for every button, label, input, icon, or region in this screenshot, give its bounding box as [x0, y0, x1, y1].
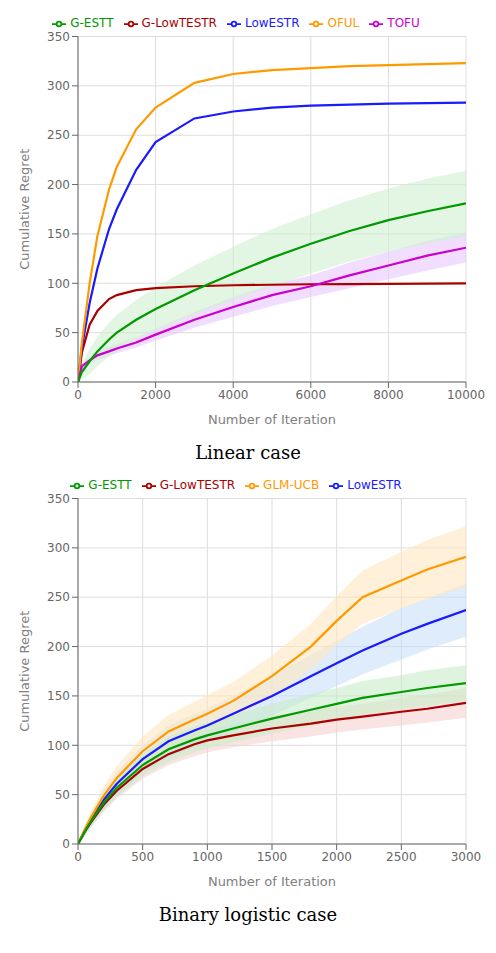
- html-text:LowESTR: LowESTR: [347, 478, 402, 492]
- svg-text:350: 350: [47, 492, 70, 506]
- svg-text:500: 500: [131, 850, 154, 864]
- svg-text:Number of Iteration: Number of Iteration: [208, 874, 336, 889]
- html-text:G-LowTESTR: G-LowTESTR: [141, 16, 217, 30]
- svg-text:0: 0: [62, 375, 70, 389]
- svg-text:6000: 6000: [296, 388, 327, 402]
- svg-text:150: 150: [47, 227, 70, 241]
- svg-text:50: 50: [55, 788, 70, 802]
- svg-text:200: 200: [47, 178, 70, 192]
- html-text:OFUL: OFUL: [327, 16, 360, 30]
- svg-text:300: 300: [47, 541, 70, 555]
- svg-text:8000: 8000: [373, 388, 404, 402]
- svg-text:10000: 10000: [447, 388, 485, 402]
- svg-text:50: 50: [55, 326, 70, 340]
- html-text:Binary logistic case: Binary logistic case: [158, 904, 338, 925]
- svg-text:0: 0: [74, 388, 82, 402]
- svg-text:100: 100: [47, 277, 70, 291]
- svg-text:2000: 2000: [140, 388, 171, 402]
- svg-text:3000: 3000: [451, 850, 482, 864]
- svg-text:2500: 2500: [386, 850, 417, 864]
- html-text:GLM-UCB: GLM-UCB: [263, 478, 320, 492]
- html-text:G-LowTESTR: G-LowTESTR: [159, 478, 236, 492]
- html-text:TOFU: TOFU: [387, 16, 420, 30]
- svg-text:350: 350: [47, 30, 70, 44]
- html-text:G-ESTT: G-ESTT: [88, 478, 132, 492]
- svg-text:2000: 2000: [321, 850, 352, 864]
- html-text:G-ESTT: G-ESTT: [70, 16, 114, 30]
- svg-text:0: 0: [62, 837, 70, 851]
- svg-text:Number of Iteration: Number of Iteration: [208, 412, 336, 427]
- svg-text:200: 200: [47, 640, 70, 654]
- svg-text:1000: 1000: [192, 850, 223, 864]
- svg-text:Cumulative Regret: Cumulative Regret: [17, 149, 32, 270]
- svg-text:100: 100: [47, 739, 70, 753]
- html-text:LowESTR: LowESTR: [245, 16, 300, 30]
- svg-text:250: 250: [47, 128, 70, 142]
- svg-text:250: 250: [47, 590, 70, 604]
- svg-text:300: 300: [47, 79, 70, 93]
- svg-text:Cumulative Regret: Cumulative Regret: [17, 611, 32, 732]
- svg-text:150: 150: [47, 689, 70, 703]
- svg-text:1500: 1500: [257, 850, 288, 864]
- svg-text:0: 0: [74, 850, 82, 864]
- html-text:Linear case: Linear case: [195, 442, 301, 463]
- svg-text:4000: 4000: [218, 388, 249, 402]
